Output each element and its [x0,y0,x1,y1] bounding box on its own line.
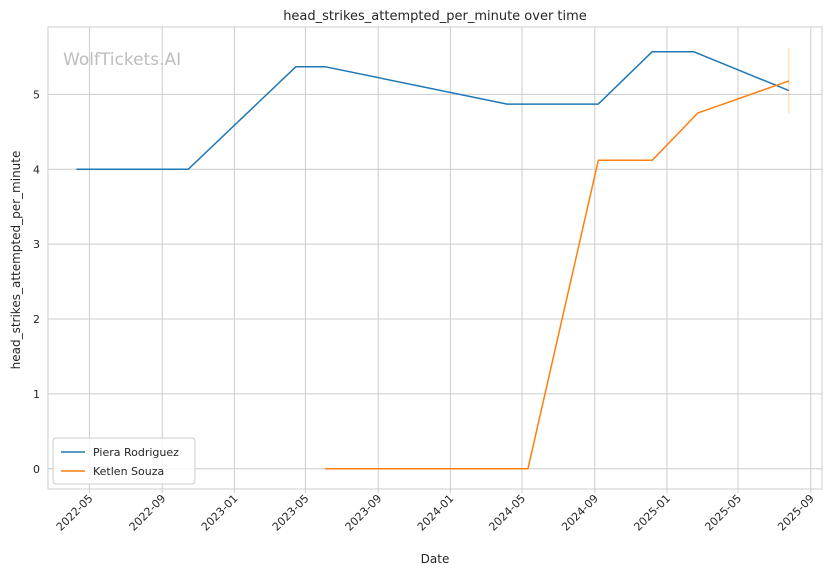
y-tick-label: 4 [33,163,40,176]
series-line-piera-rodriguez [76,50,790,171]
x-tick-label: 2023-05 [270,492,312,534]
plot-border [47,26,823,490]
series-line-ketlen-souza [324,80,790,470]
plot-frame [47,26,823,490]
legend-box [52,437,196,485]
x-tick-label: 2023-01 [199,492,241,534]
x-axis-label: Date [421,552,450,566]
x-tick-label: 2022-09 [127,492,169,534]
x-tick-label: 2025-01 [631,492,673,534]
y-axis-ticks: 0 1 2 3 4 5 [33,88,40,475]
legend: Piera Rodriguez Ketlen Souza [52,437,196,485]
legend-label-piera: Piera Rodriguez [93,446,179,459]
y-tick-label: 5 [33,88,40,101]
y-tick-label: 0 [33,463,40,476]
watermark: WolfTickets.AI [63,50,181,70]
legend-label-ketlen: Ketlen Souza [93,465,164,478]
series-lines [76,47,790,470]
x-tick-label: 2023-09 [343,492,385,534]
x-tick-label: 2024-05 [486,492,528,534]
grid [48,27,822,489]
y-tick-label: 1 [33,388,40,401]
x-axis-ticks: 2022-05 2022-09 2023-01 2023-05 2023-09 2024-… [54,489,817,534]
x-tick-label: 2025-09 [775,492,817,534]
x-tick-label: 2025-05 [702,492,744,534]
y-tick-label: 3 [33,238,40,251]
chart-title: head_strikes_attempted_per_minute over t… [283,9,587,24]
y-axis-label: head_strikes_attempted_per_minute [9,151,23,370]
x-tick-label: 2022-05 [54,492,96,534]
y-tick-label: 2 [33,313,40,326]
x-tick-label: 2024-09 [559,492,601,534]
x-tick-label: 2024-01 [415,492,457,534]
